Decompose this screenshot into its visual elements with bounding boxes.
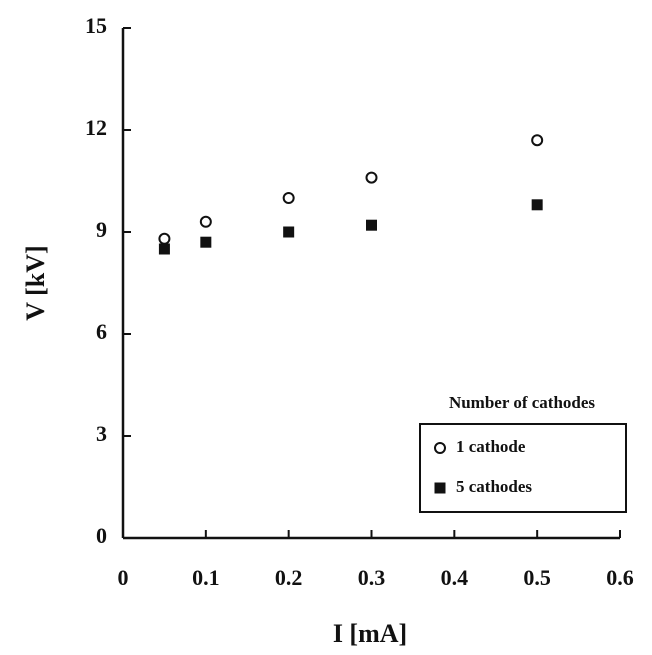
x-tick-label: 0.4 xyxy=(441,565,469,590)
y-tick-label: 0 xyxy=(96,523,107,548)
y-tick-label: 6 xyxy=(96,319,107,344)
data-point xyxy=(200,236,212,248)
y-tick-label: 15 xyxy=(85,13,107,38)
data-point xyxy=(199,215,212,228)
data-point xyxy=(158,243,170,255)
legend-box xyxy=(419,423,627,513)
legend-label: 5 cathodes xyxy=(456,477,532,496)
y-tick-label: 9 xyxy=(96,217,107,242)
x-tick-label: 0.2 xyxy=(275,565,303,590)
x-tick-label: 0.6 xyxy=(606,565,634,590)
y-tick-label: 12 xyxy=(85,115,107,140)
data-point xyxy=(283,226,295,238)
y-tick-label: 3 xyxy=(96,421,107,446)
x-tick-label: 0.3 xyxy=(358,565,386,590)
legend-label: 1 cathode xyxy=(456,437,526,456)
data-point xyxy=(158,232,171,245)
x-tick-label: 0.5 xyxy=(523,565,551,590)
data-point xyxy=(366,219,377,231)
y-axis-label: V [kV] xyxy=(21,245,50,320)
data-point xyxy=(365,171,378,184)
data-point xyxy=(531,199,543,211)
legend-title: Number of cathodes xyxy=(449,393,595,412)
legend-marker xyxy=(434,482,446,494)
legend-marker xyxy=(434,442,446,454)
data-point xyxy=(531,134,544,147)
x-tick-label: 0 xyxy=(118,565,129,590)
x-axis-label: I [mA] xyxy=(333,619,407,648)
x-tick-label: 0.1 xyxy=(192,565,220,590)
data-point xyxy=(282,192,295,204)
